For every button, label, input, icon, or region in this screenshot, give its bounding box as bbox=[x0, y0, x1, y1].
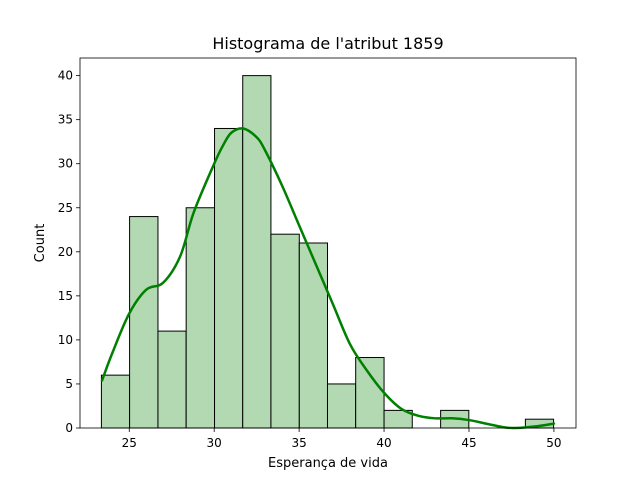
y-tick-label: 5 bbox=[65, 377, 73, 391]
y-tick-label: 40 bbox=[58, 69, 73, 83]
x-tick-label: 50 bbox=[546, 436, 561, 450]
y-tick-label: 30 bbox=[58, 157, 73, 171]
y-tick-label: 20 bbox=[58, 245, 73, 259]
histogram-bar bbox=[185, 207, 216, 429]
y-tick-label: 25 bbox=[58, 201, 73, 215]
y-tick-label: 35 bbox=[58, 113, 73, 127]
histogram-bar bbox=[298, 242, 328, 429]
histogram-bar bbox=[355, 357, 385, 429]
x-axis-label: Esperança de vida bbox=[268, 456, 388, 471]
y-tick-label: 0 bbox=[65, 421, 73, 435]
bars-group bbox=[100, 75, 555, 429]
kde-group bbox=[100, 127, 556, 430]
plot-frame bbox=[79, 57, 577, 429]
kde-curve bbox=[100, 127, 556, 430]
histogram-bar bbox=[129, 216, 159, 429]
histogram-bar bbox=[100, 374, 131, 429]
x-tick-label: 30 bbox=[207, 436, 222, 450]
x-tick-label: 45 bbox=[461, 436, 476, 450]
x-axis: 25 30 35 40 45 50 bbox=[122, 428, 562, 450]
y-tick-label: 10 bbox=[58, 333, 73, 347]
histogram-bar bbox=[157, 330, 187, 429]
x-tick-label: 25 bbox=[122, 436, 137, 450]
histogram-bar bbox=[214, 127, 244, 429]
x-tick-label: 35 bbox=[291, 436, 306, 450]
y-axis: 0 5 10 15 20 25 30 35 40 bbox=[58, 69, 80, 435]
chart-title: Histograma de l'atribut 1859 bbox=[212, 34, 443, 53]
y-tick-label: 15 bbox=[58, 289, 73, 303]
histogram-bar bbox=[326, 383, 357, 429]
y-axis-label: Count bbox=[33, 224, 48, 263]
x-tick-label: 40 bbox=[376, 436, 391, 450]
histogram-bar bbox=[270, 233, 300, 429]
